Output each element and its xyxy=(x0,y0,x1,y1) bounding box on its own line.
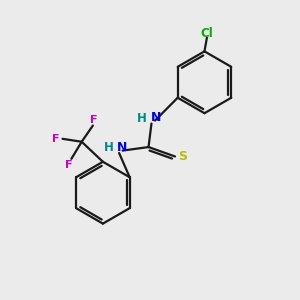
Text: N: N xyxy=(117,141,127,154)
Text: F: F xyxy=(52,134,60,144)
Text: H: H xyxy=(104,141,114,154)
Text: Cl: Cl xyxy=(200,27,213,40)
Text: N: N xyxy=(150,110,161,124)
Text: H: H xyxy=(137,112,147,125)
Text: F: F xyxy=(65,160,73,170)
Text: S: S xyxy=(178,150,187,163)
Text: F: F xyxy=(90,115,98,125)
